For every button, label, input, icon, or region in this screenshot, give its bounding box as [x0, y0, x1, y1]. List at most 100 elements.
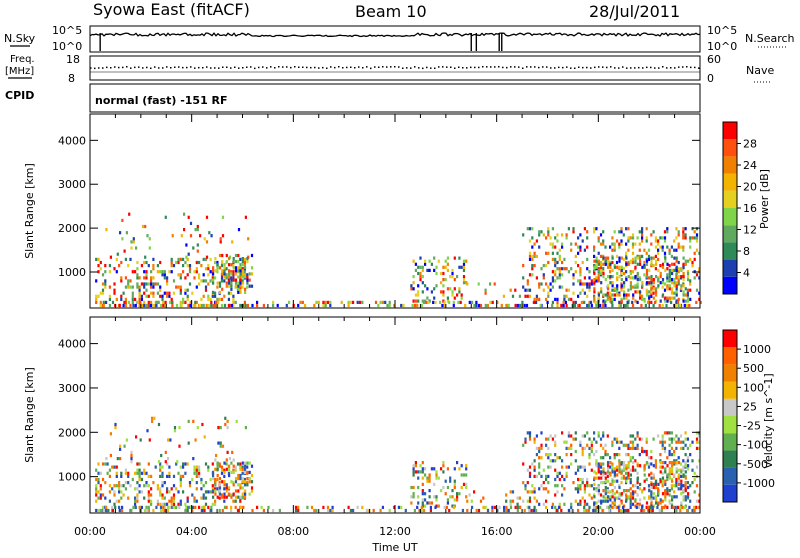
power-cell [210, 234, 213, 238]
velocity-cell [225, 467, 228, 471]
power-cell [551, 276, 554, 280]
velocity-cell [547, 481, 550, 485]
power-cell [593, 254, 596, 258]
power-cell [203, 237, 206, 241]
power-cell [326, 300, 330, 304]
velocity-cell [204, 502, 208, 506]
velocity-cell [579, 465, 582, 469]
power-heatmap-cells [95, 212, 702, 308]
velocity-cell [528, 499, 532, 503]
freq-point [618, 67, 620, 69]
velocity-cell [558, 477, 561, 482]
power-cell [243, 273, 246, 277]
power-cell [631, 251, 635, 255]
freq-point [318, 67, 320, 69]
velocity-cell [95, 468, 98, 472]
power-cell [563, 257, 566, 261]
power-cell [99, 267, 102, 271]
power-cell [159, 285, 162, 289]
velocity-cell [597, 462, 600, 466]
power-cell [636, 300, 639, 304]
power-cell [200, 303, 203, 308]
velocity-cell [218, 483, 222, 487]
power-cell [671, 287, 674, 291]
power-cell [627, 227, 630, 231]
power-cell [549, 282, 552, 286]
power-cell [412, 281, 415, 285]
power-cell [427, 300, 430, 304]
velocity-cell [211, 462, 214, 466]
velocity-cell [232, 481, 235, 485]
velocity-cell [136, 471, 139, 475]
power-cell [570, 297, 573, 301]
power-cell [686, 303, 689, 308]
velocity-cell [613, 492, 616, 496]
velocity-cell [579, 502, 582, 506]
velocity-cell [193, 471, 196, 475]
velocity-cell [143, 468, 146, 472]
velocity-cell [176, 460, 179, 464]
power-cell [556, 297, 559, 301]
velocity-cell [615, 505, 619, 509]
power-cell [551, 279, 554, 283]
velocity-cell [466, 508, 469, 513]
velocity-cell [686, 446, 689, 450]
power-cell [234, 284, 238, 288]
velocity-cell [429, 508, 432, 513]
power-cell [433, 268, 436, 272]
velocity-cell [198, 505, 201, 509]
velocity-cell [675, 481, 678, 485]
power-cell [611, 275, 614, 279]
power-cell [652, 296, 655, 300]
power-cell [639, 256, 642, 260]
power-cell [657, 257, 660, 261]
velocity-cell [381, 505, 384, 509]
power-cell [579, 279, 582, 283]
power-cell [684, 236, 687, 240]
velocity-cell [416, 505, 419, 509]
power-cell [572, 230, 575, 234]
velocity-cell [145, 484, 148, 488]
power-cell [214, 260, 217, 265]
power-cell [589, 300, 593, 304]
power-cell [643, 273, 646, 277]
velocity-cell [207, 505, 210, 509]
velocity-cell [638, 437, 641, 441]
velocity-cell [200, 496, 203, 500]
velocity-cell [505, 493, 508, 497]
power-cell [232, 270, 235, 274]
power-cell [562, 300, 565, 304]
power-cell [187, 252, 190, 256]
velocity-cell [97, 496, 100, 500]
power-cell [599, 242, 603, 246]
power-colorbar-tick-label: 28 [743, 138, 757, 151]
power-cell [671, 290, 674, 294]
power-cell [168, 291, 171, 295]
power-cell [655, 287, 658, 291]
power-cell [631, 303, 635, 308]
velocity-cell [689, 453, 692, 457]
power-cell [138, 291, 141, 295]
power-cell [597, 262, 600, 266]
velocity-cell [563, 440, 566, 444]
power-cell [648, 268, 651, 272]
power-cell [659, 236, 662, 240]
power-cell [139, 300, 142, 304]
power-cell [663, 230, 667, 234]
velocity-cell [156, 502, 159, 506]
velocity-cell [671, 470, 674, 474]
velocity-cell [583, 487, 586, 491]
velocity-cell [661, 437, 664, 441]
velocity-cell [599, 505, 602, 509]
velocity-cell [509, 490, 512, 494]
freq-point [442, 66, 444, 68]
power-cell [163, 291, 166, 295]
velocity-cell [680, 485, 683, 490]
velocity-cell [220, 471, 224, 475]
power-cell [644, 303, 647, 308]
freq-point [282, 66, 284, 68]
velocity-cell [634, 484, 637, 488]
velocity-cell [235, 419, 238, 423]
power-cell [677, 233, 680, 237]
power-cell [189, 221, 193, 225]
